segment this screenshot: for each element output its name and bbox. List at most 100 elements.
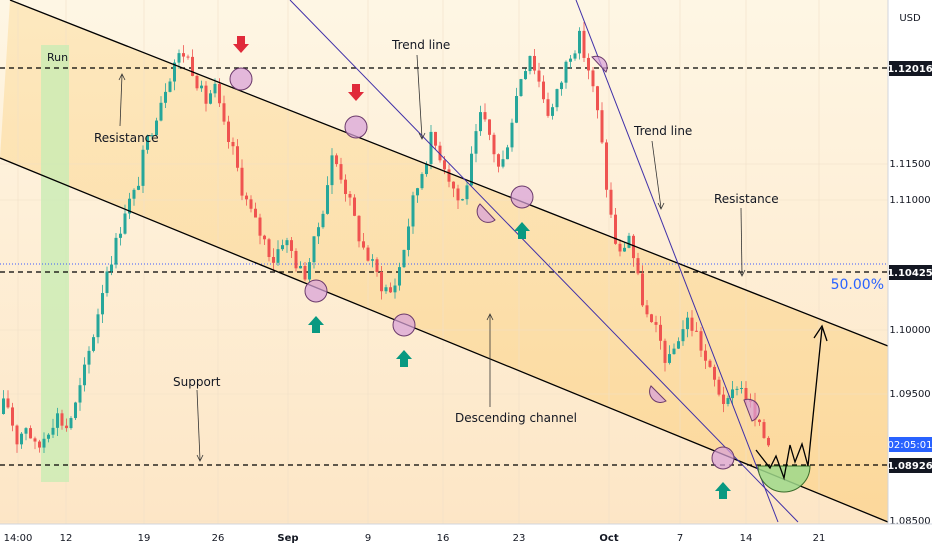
candle-body [758,419,761,423]
price-box-3 [889,458,932,473]
candle-body [695,330,698,332]
candle-body [470,153,473,186]
candle-body [654,322,658,325]
down-arrow [233,36,249,53]
pointer-head [418,132,426,140]
pointer-line [119,74,123,127]
candle-body [51,427,55,435]
touch-circle [510,185,534,209]
pointer-head [738,269,746,277]
pointer-head [196,454,204,462]
candle-body [276,249,280,263]
candle-body [452,181,455,189]
trend-line-2 [575,0,779,523]
candle-body [245,195,248,200]
pointer-line [651,140,662,209]
candle-body [506,147,509,160]
candle-body [686,317,689,330]
candle-body [285,240,289,246]
x-tick-label: 12 [60,533,73,544]
candle-body [587,57,590,71]
annotation-pointers [118,54,746,462]
candle-body [92,337,95,351]
touch-circles [229,67,735,470]
candle-body [483,112,487,120]
candle-body [398,267,401,286]
candle-body [344,179,347,195]
candle-body [56,413,59,428]
candle-body [137,185,140,190]
up-arrows [308,222,731,499]
half-circle [743,398,760,422]
run-label: Run [47,51,68,64]
candle-body [722,394,725,404]
candle-body [627,235,631,248]
candle-body [420,174,424,189]
candle-body [218,83,221,104]
candle-body [708,360,712,367]
candle-body [564,61,568,83]
half-circle [591,55,608,73]
candle-body [425,164,428,175]
y-tick-label: 1.11000 [889,195,930,206]
price-box-label-3: 1.08926 [887,461,932,472]
candle-body [105,271,109,294]
candle-body [623,247,626,252]
candle-body [177,53,181,63]
touch-circle [711,446,735,470]
candle-body [713,366,716,380]
candle-body [182,53,185,57]
candle-body [204,85,208,104]
candle-body [605,142,608,190]
support-label: Support [173,375,221,389]
candle-body [294,250,298,269]
candle-body [272,257,275,263]
candle-body [2,398,5,415]
pointer-head [118,73,126,81]
candle-body [375,259,379,272]
candle-body [267,239,271,258]
candle-body [366,247,370,261]
candle-body [110,264,113,272]
candle-body [317,227,320,237]
candle-body [672,348,676,355]
candle-body [353,197,356,216]
price-box-label-1: 1.12016 [887,64,932,75]
y-tick-label: 1.10000 [889,325,930,336]
time-axis-panel[interactable] [0,524,932,550]
candle-body [407,226,410,250]
candle-body [168,81,172,92]
candle-body [236,146,239,168]
candle-body [762,422,766,438]
candle-body [416,188,419,196]
candle-body [546,99,550,116]
candle-body [132,189,136,199]
candle-body [668,354,671,363]
candle-body [389,287,392,293]
candle-body [114,237,118,265]
pointer-line [740,207,743,276]
candle-body [578,30,581,54]
x-tick-label: 23 [513,533,526,544]
candle-body [11,407,14,426]
x-tick-label: 14:00 [4,533,33,544]
candle-body [20,433,23,445]
y-tick-label: 1.11500 [889,159,930,170]
price-axis-panel[interactable] [888,0,932,524]
candle-body [474,131,478,154]
currency-label: USD [899,13,921,24]
candle-body [573,53,577,59]
candle-body [497,154,500,167]
candle-body [681,329,685,342]
candle-body [537,70,541,82]
x-tick-label: Oct [599,533,618,544]
candle-body [173,62,176,82]
resistance-label-left: Resistance [94,131,159,145]
down-arrow [348,84,364,101]
candle-body [191,56,194,76]
candle-body [515,95,518,123]
descending-channel-fill [0,0,888,522]
candle-body [542,81,545,100]
candle-body [209,93,212,104]
